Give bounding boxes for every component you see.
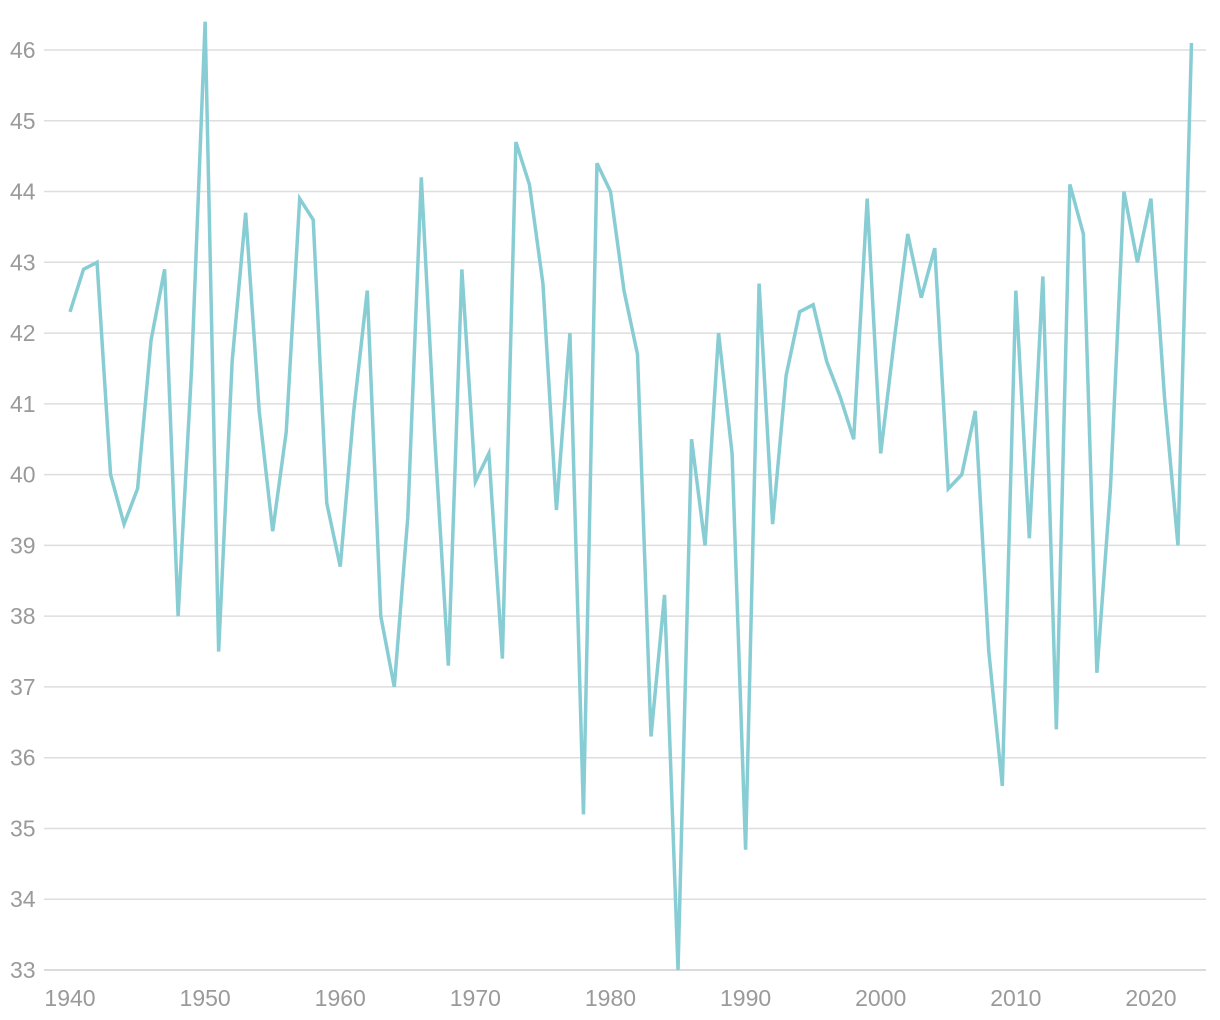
x-tick-label: 2000 [855, 985, 906, 1011]
gridlines [44, 49, 1206, 971]
x-axis-tick-labels: 1940 1950 1960 1970 1980 1990 2000 2010 2020 [44, 985, 1176, 1011]
y-tick-label: 42 [10, 320, 36, 346]
y-tick-label: 39 [10, 532, 36, 558]
x-tick-label: 1970 [450, 985, 501, 1011]
series-layer [68, 21, 1194, 971]
y-tick-label: 46 [10, 37, 36, 63]
y-tick-label: 45 [10, 108, 36, 134]
y-tick-label: 44 [10, 179, 36, 205]
x-tick-label: 2010 [990, 985, 1041, 1011]
y-tick-label: 33 [10, 957, 36, 983]
y-tick-label: 38 [10, 603, 36, 629]
x-tick-label: 1990 [720, 985, 771, 1011]
y-tick-label: 40 [10, 462, 36, 488]
y-tick-label: 35 [10, 815, 36, 841]
x-tick-label: 1950 [180, 985, 231, 1011]
y-tick-label: 43 [10, 249, 36, 275]
x-tick-label: 1980 [585, 985, 636, 1011]
x-tick-label: 2020 [1125, 985, 1176, 1011]
y-axis-tick-labels: 33 34 35 36 37 38 39 40 41 42 43 44 45 46 [10, 37, 36, 983]
y-tick-label: 34 [10, 886, 36, 912]
y-tick-label: 41 [10, 391, 36, 417]
x-tick-label: 1940 [44, 985, 95, 1011]
series-line [68, 21, 1194, 971]
y-tick-label: 37 [10, 674, 36, 700]
x-tick-label: 1960 [315, 985, 366, 1011]
y-tick-label: 36 [10, 745, 36, 771]
